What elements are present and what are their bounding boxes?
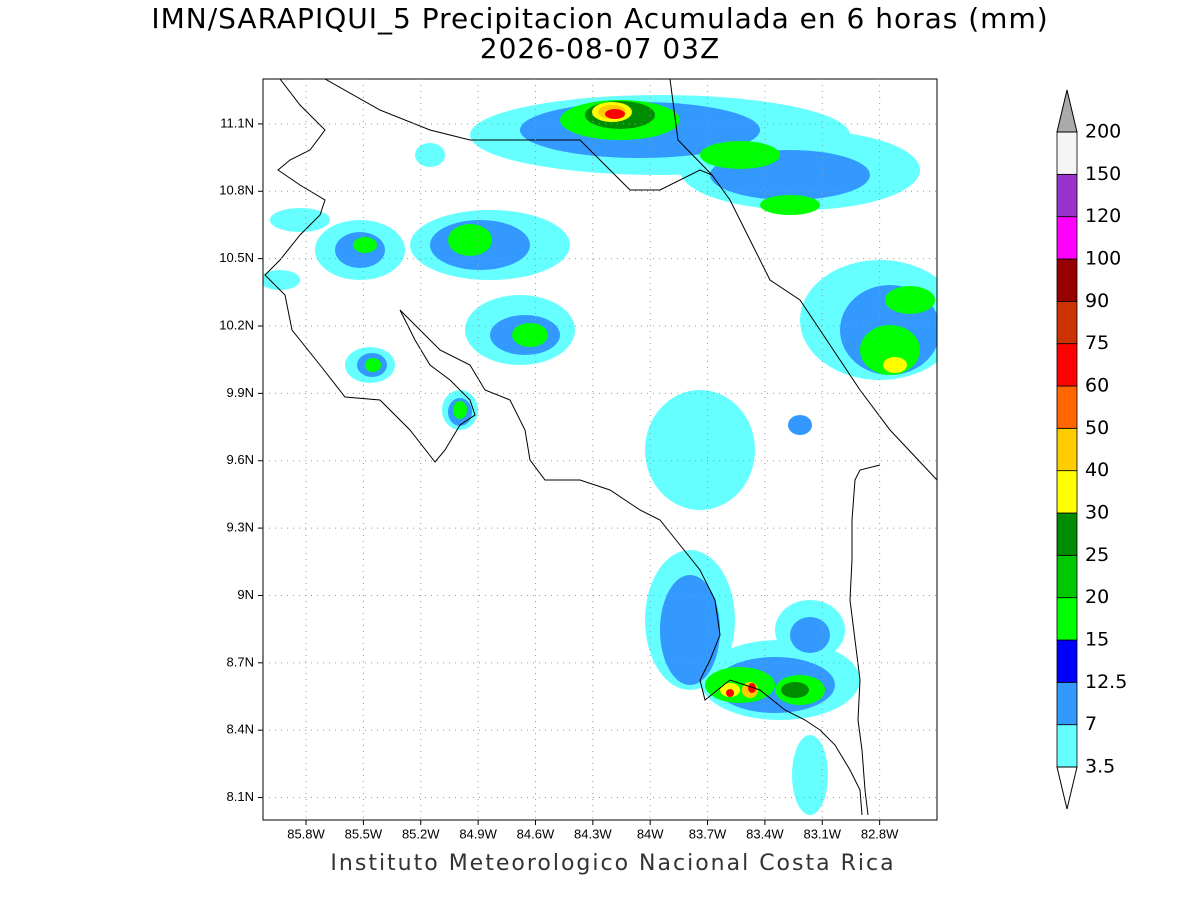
precipitation xyxy=(263,95,937,815)
colorbar-box xyxy=(1056,427,1078,472)
colorbar-box xyxy=(1056,681,1078,726)
colorbar-label: 3.5 xyxy=(1085,756,1115,778)
colorbar-label: 150 xyxy=(1085,163,1121,185)
colorbar-label: 200 xyxy=(1085,121,1121,143)
colorbar-box xyxy=(1056,343,1078,387)
colorbar-label: 100 xyxy=(1085,248,1121,270)
y-tick-label: 9.9N xyxy=(227,385,254,400)
colorbar-label: 90 xyxy=(1085,290,1109,312)
y-tick-label: 10.2N xyxy=(219,317,254,332)
coastline xyxy=(264,79,937,816)
y-tick-label: 10.5N xyxy=(219,250,254,265)
colorbar-box xyxy=(1056,554,1078,599)
colorbar-box xyxy=(1056,724,1078,768)
x-tick-label: 83.4W xyxy=(746,826,784,841)
colorbar-label: 60 xyxy=(1085,375,1109,397)
colorbar-above xyxy=(1056,89,1078,133)
y-tick-label: 9N xyxy=(237,587,254,602)
map-frame xyxy=(262,78,938,821)
x-tick-label: 85.2W xyxy=(402,826,440,841)
y-tick-label: 11.1N xyxy=(220,115,254,130)
y-tick-label: 8.1N xyxy=(227,789,254,804)
x-tick-label: 82.8W xyxy=(861,826,899,841)
colorbar-label: 12.5 xyxy=(1085,671,1127,693)
colorbar-label: 30 xyxy=(1085,502,1109,524)
colorbar-box xyxy=(1056,258,1078,302)
colorbar-box xyxy=(1056,512,1078,556)
colorbar-box xyxy=(1056,639,1078,683)
x-tick-label: 84.9W xyxy=(459,826,497,841)
colorbar-label: 120 xyxy=(1085,205,1121,227)
x-tick-label: 85.5W xyxy=(345,826,383,841)
colorbar-below xyxy=(1056,766,1078,810)
colorbar-box xyxy=(1056,131,1078,175)
colorbar-box xyxy=(1056,216,1078,260)
colorbar-box xyxy=(1056,385,1078,429)
y-tick-label: 9.3N xyxy=(227,520,254,535)
colorbar-box xyxy=(1056,300,1078,345)
y-tick-label: 9.6N xyxy=(227,452,254,467)
y-tick-label: 8.4N xyxy=(227,722,254,737)
colorbar-label: 75 xyxy=(1085,332,1109,354)
x-tick-label: 84W xyxy=(637,826,664,841)
subtitle: 2026-08-07 03Z xyxy=(480,32,720,65)
colorbar-label: 20 xyxy=(1085,586,1109,608)
title: IMN/SARAPIQUI_5 Precipitacion Acumulada … xyxy=(151,2,1048,35)
colorbar-label: 15 xyxy=(1085,629,1109,651)
colorbar-label: 40 xyxy=(1085,459,1109,481)
colorbar-label: 7 xyxy=(1085,713,1097,735)
x-tick-label: 85.8W xyxy=(287,826,325,841)
x-tick-label: 84.6W xyxy=(517,826,555,841)
y-tick-label: 10.8N xyxy=(219,183,254,198)
colorbar-box xyxy=(1056,173,1078,218)
y-tick-label: 8.7N xyxy=(227,654,254,669)
colorbar-box xyxy=(1056,597,1078,641)
x-tick-label: 84.3W xyxy=(574,826,612,841)
x-tick-label: 83.7W xyxy=(689,826,727,841)
footer: Instituto Meteorologico Nacional Costa R… xyxy=(330,851,895,876)
colorbar-label: 25 xyxy=(1085,544,1109,566)
colorbar-box xyxy=(1056,470,1078,514)
colorbar-label: 50 xyxy=(1085,417,1109,439)
x-tick-label: 83.1W xyxy=(803,826,841,841)
